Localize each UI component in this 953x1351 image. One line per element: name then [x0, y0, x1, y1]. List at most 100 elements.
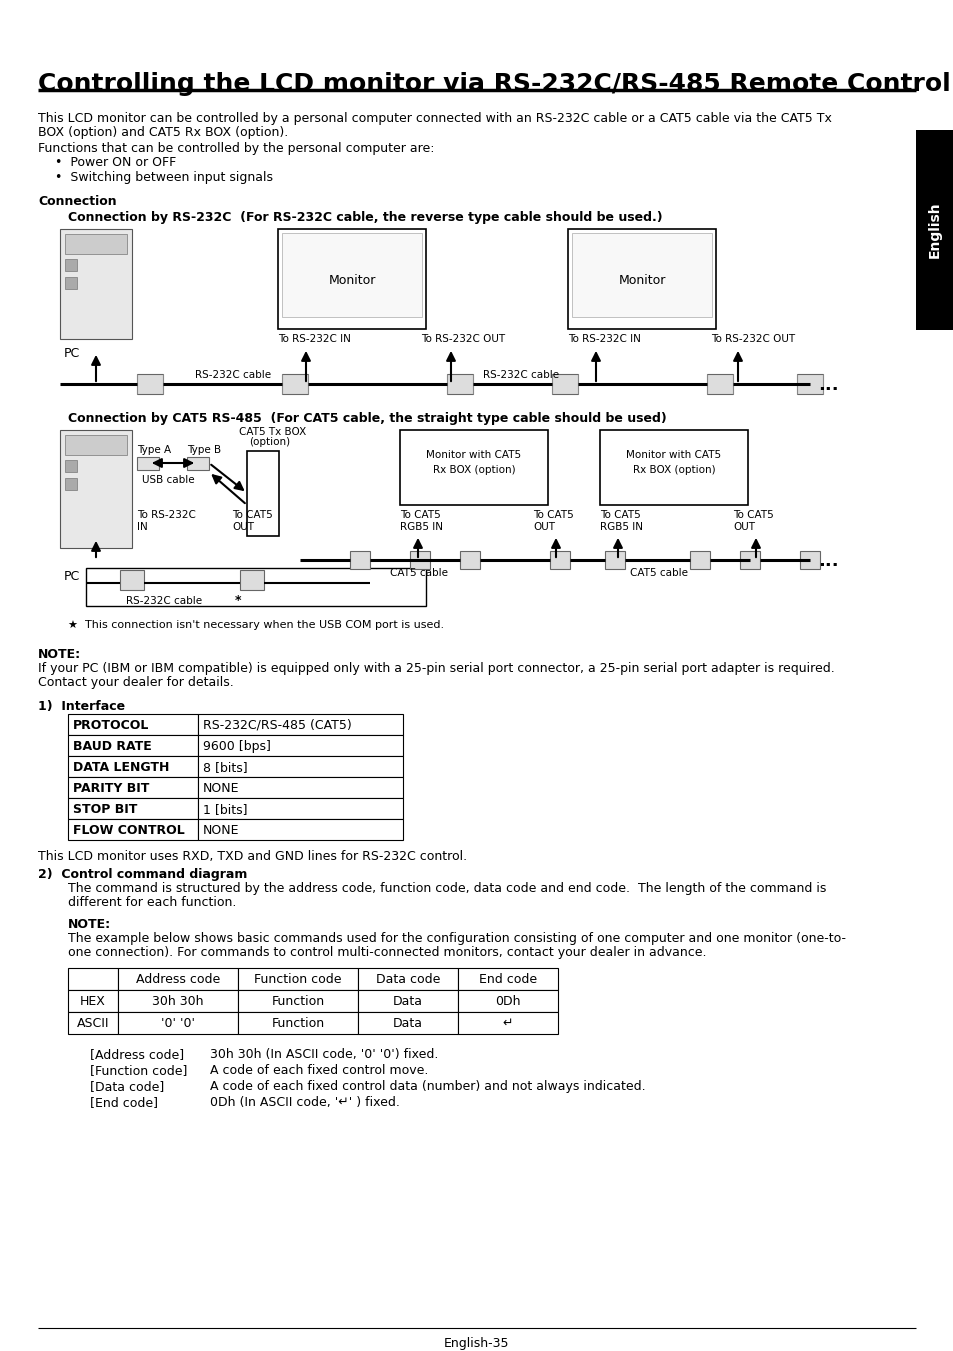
Bar	[68, 1012, 118, 1034]
Text: RS-232C/RS-485 (CAT5): RS-232C/RS-485 (CAT5)	[203, 719, 352, 732]
Bar	[68, 798, 198, 819]
Text: '0' '0': '0' '0'	[161, 1017, 194, 1029]
Bar	[198, 757, 402, 777]
Bar	[740, 551, 760, 569]
Bar	[796, 374, 822, 394]
Text: [Address code]: [Address code]	[90, 1048, 184, 1061]
Text: OUT: OUT	[732, 521, 754, 532]
Bar	[350, 551, 370, 569]
Text: FLOW CONTROL: FLOW CONTROL	[73, 824, 185, 838]
Bar	[237, 1012, 357, 1034]
Text: This LCD monitor can be controlled by a personal computer connected with an RS-2: This LCD monitor can be controlled by a …	[38, 112, 831, 126]
Text: English: English	[927, 201, 941, 258]
Text: USB cable: USB cable	[142, 476, 194, 485]
Bar	[198, 819, 402, 840]
Text: The command is structured by the address code, function code, data code and end : The command is structured by the address…	[68, 882, 825, 894]
Text: CAT5 cable: CAT5 cable	[390, 567, 448, 578]
Bar	[198, 713, 402, 735]
Bar	[410, 551, 430, 569]
Bar	[68, 969, 118, 990]
Text: 0Dh: 0Dh	[495, 994, 520, 1008]
Bar	[68, 713, 198, 735]
Text: Monitor with CAT5: Monitor with CAT5	[426, 450, 521, 459]
Bar	[65, 478, 77, 490]
Text: 30h 30h: 30h 30h	[152, 994, 204, 1008]
Text: Connection by CAT5 RS-485  (For CAT5 cable, the straight type cable should be us: Connection by CAT5 RS-485 (For CAT5 cabl…	[68, 412, 666, 426]
Bar	[65, 277, 77, 289]
Text: •  Switching between input signals: • Switching between input signals	[55, 172, 273, 184]
Text: Function code: Function code	[254, 973, 341, 986]
Text: NONE: NONE	[203, 782, 239, 794]
Text: Type A: Type A	[137, 444, 171, 455]
Text: ...: ...	[817, 553, 838, 570]
Text: To CAT5: To CAT5	[232, 509, 273, 520]
Bar	[60, 430, 132, 549]
Text: Monitor with CAT5: Monitor with CAT5	[626, 450, 720, 459]
Bar	[68, 990, 118, 1012]
Bar	[357, 1012, 457, 1034]
Text: ★  This connection isn't necessary when the USB COM port is used.: ★ This connection isn't necessary when t…	[68, 620, 444, 630]
Bar	[137, 457, 159, 470]
Text: [End code]: [End code]	[90, 1096, 158, 1109]
Text: PC: PC	[64, 347, 80, 359]
Bar	[68, 735, 198, 757]
Bar	[459, 551, 479, 569]
Bar	[65, 435, 127, 455]
Text: Contact your dealer for details.: Contact your dealer for details.	[38, 676, 233, 689]
Bar	[277, 230, 426, 330]
Bar	[604, 551, 624, 569]
Bar	[120, 570, 144, 590]
Text: different for each function.: different for each function.	[68, 896, 236, 909]
Text: •  Power ON or OFF: • Power ON or OFF	[55, 155, 176, 169]
Text: *: *	[234, 594, 241, 607]
Bar	[567, 230, 716, 330]
Text: BAUD RATE: BAUD RATE	[73, 740, 152, 753]
Text: Function: Function	[272, 994, 324, 1008]
Text: If your PC (IBM or IBM compatible) is equipped only with a 25-pin serial port co: If your PC (IBM or IBM compatible) is eq…	[38, 662, 834, 676]
Text: Monitor: Monitor	[328, 274, 375, 286]
Text: ↵: ↵	[502, 1017, 513, 1029]
Text: 30h 30h (In ASCII code, '0' '0') fixed.: 30h 30h (In ASCII code, '0' '0') fixed.	[210, 1048, 438, 1061]
Text: To RS-232C IN: To RS-232C IN	[567, 334, 640, 345]
Bar	[86, 567, 426, 607]
Text: OUT: OUT	[533, 521, 555, 532]
Bar	[65, 459, 77, 471]
Text: ASCII: ASCII	[76, 1017, 110, 1029]
Text: To RS-232C OUT: To RS-232C OUT	[710, 334, 794, 345]
Text: PARITY BIT: PARITY BIT	[73, 782, 150, 794]
Text: Connection: Connection	[38, 195, 116, 208]
Text: DATA LENGTH: DATA LENGTH	[73, 761, 170, 774]
Text: [Data code]: [Data code]	[90, 1079, 164, 1093]
Text: Controlling the LCD monitor via RS-232C/RS-485 Remote Control: Controlling the LCD monitor via RS-232C/…	[38, 72, 950, 96]
Bar	[68, 819, 198, 840]
Bar	[137, 374, 163, 394]
Text: The example below shows basic commands used for the configuration consisting of : The example below shows basic commands u…	[68, 932, 845, 944]
Bar	[187, 457, 209, 470]
Text: RS-232C cable: RS-232C cable	[126, 596, 202, 607]
Text: A code of each fixed control move.: A code of each fixed control move.	[210, 1065, 428, 1077]
Text: OUT: OUT	[232, 521, 253, 532]
Bar	[550, 551, 569, 569]
Text: 1 [bits]: 1 [bits]	[203, 802, 247, 816]
Text: 2)  Control command diagram: 2) Control command diagram	[38, 867, 247, 881]
Text: PC: PC	[64, 570, 80, 584]
Bar	[198, 777, 402, 798]
Text: To RS-232C IN: To RS-232C IN	[277, 334, 351, 345]
Bar	[237, 969, 357, 990]
Text: Data code: Data code	[375, 973, 439, 986]
Text: NOTE:: NOTE:	[68, 917, 111, 931]
Text: Connection by RS-232C  (For RS-232C cable, the reverse type cable should be used: Connection by RS-232C (For RS-232C cable…	[68, 211, 662, 224]
Bar	[800, 551, 820, 569]
Bar	[689, 551, 709, 569]
Bar	[240, 570, 264, 590]
Text: RGB5 IN: RGB5 IN	[399, 521, 442, 532]
Text: Function: Function	[272, 1017, 324, 1029]
Text: BOX (option) and CAT5 Rx BOX (option).: BOX (option) and CAT5 Rx BOX (option).	[38, 126, 288, 139]
Text: [Function code]: [Function code]	[90, 1065, 187, 1077]
Text: Rx BOX (option): Rx BOX (option)	[433, 465, 515, 476]
Bar	[198, 735, 402, 757]
Bar	[118, 969, 237, 990]
Text: ...: ...	[817, 376, 838, 394]
Text: Type B: Type B	[187, 444, 221, 455]
Bar	[457, 969, 558, 990]
